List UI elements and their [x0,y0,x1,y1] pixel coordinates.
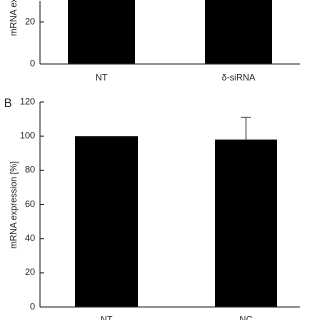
y-tick-label: 0 [30,58,35,68]
y-tick-label: 80 [25,165,35,175]
y-tick-label: 20 [25,267,35,277]
bar [205,0,272,64]
x-tick-label: NT [96,72,108,82]
y-tick-label: 120 [20,96,35,106]
bar [68,0,135,64]
y-tick-label: 20 [25,16,35,26]
panel [75,116,277,307]
y-tick-label: 40 [25,233,35,243]
panel-label: B [4,96,12,110]
y-tick-label: 60 [25,199,35,209]
y-tick-label: 100 [20,131,35,141]
bar [215,139,277,307]
y-axis-label: mRNA expression [%] [8,0,18,36]
x-tick-label: NT [101,314,113,320]
panel [68,0,272,64]
x-tick-label: NC [240,314,253,320]
y-axis-label: mRNA expression [%] [8,161,18,249]
x-tick-label: δ-siRNA [222,72,256,82]
bar [75,136,138,307]
y-tick-label: 0 [30,301,35,311]
